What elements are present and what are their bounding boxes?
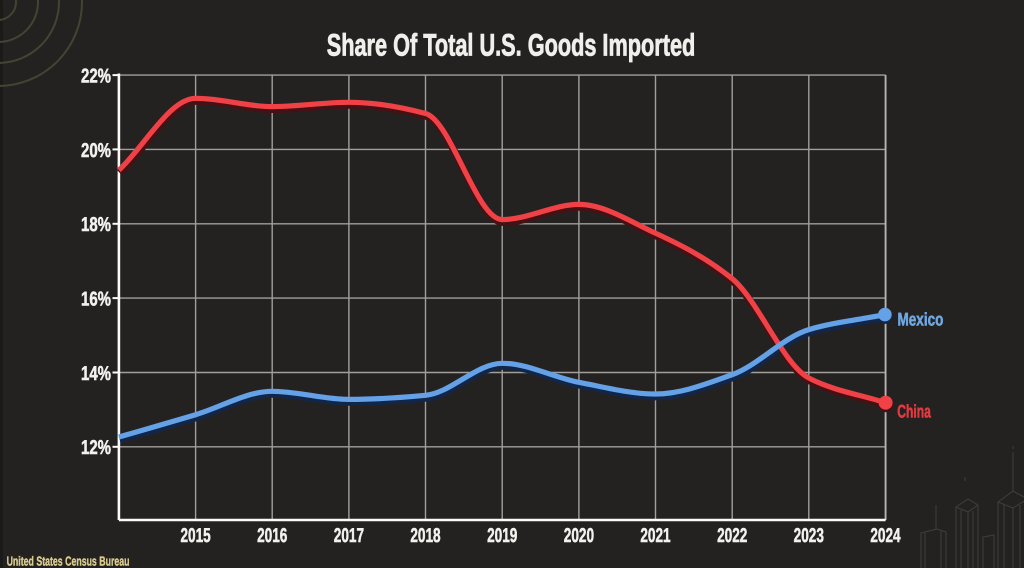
svg-text:Mexico: Mexico [898,308,944,329]
svg-text:2015: 2015 [180,525,210,547]
svg-text:2021: 2021 [640,525,670,547]
svg-text:14%: 14% [81,363,111,385]
svg-text:2023: 2023 [794,525,824,547]
svg-text:2017: 2017 [334,525,364,547]
svg-text:China: China [897,400,931,421]
svg-text:United States Census Bureau: United States Census Bureau [7,554,130,568]
svg-text:16%: 16% [81,289,111,311]
svg-text:20%: 20% [81,140,111,162]
svg-text:12%: 12% [81,437,111,459]
svg-text:2019: 2019 [487,525,517,547]
svg-text:2018: 2018 [410,525,440,547]
svg-text:2022: 2022 [717,525,747,547]
svg-text:2020: 2020 [564,525,594,547]
svg-text:18%: 18% [81,214,111,236]
svg-text:2024: 2024 [870,525,901,547]
svg-text:Share Of Total U.S. Goods Impo: Share Of Total U.S. Goods Imported [327,28,696,63]
svg-text:2016: 2016 [257,525,287,547]
svg-text:22%: 22% [81,66,111,88]
